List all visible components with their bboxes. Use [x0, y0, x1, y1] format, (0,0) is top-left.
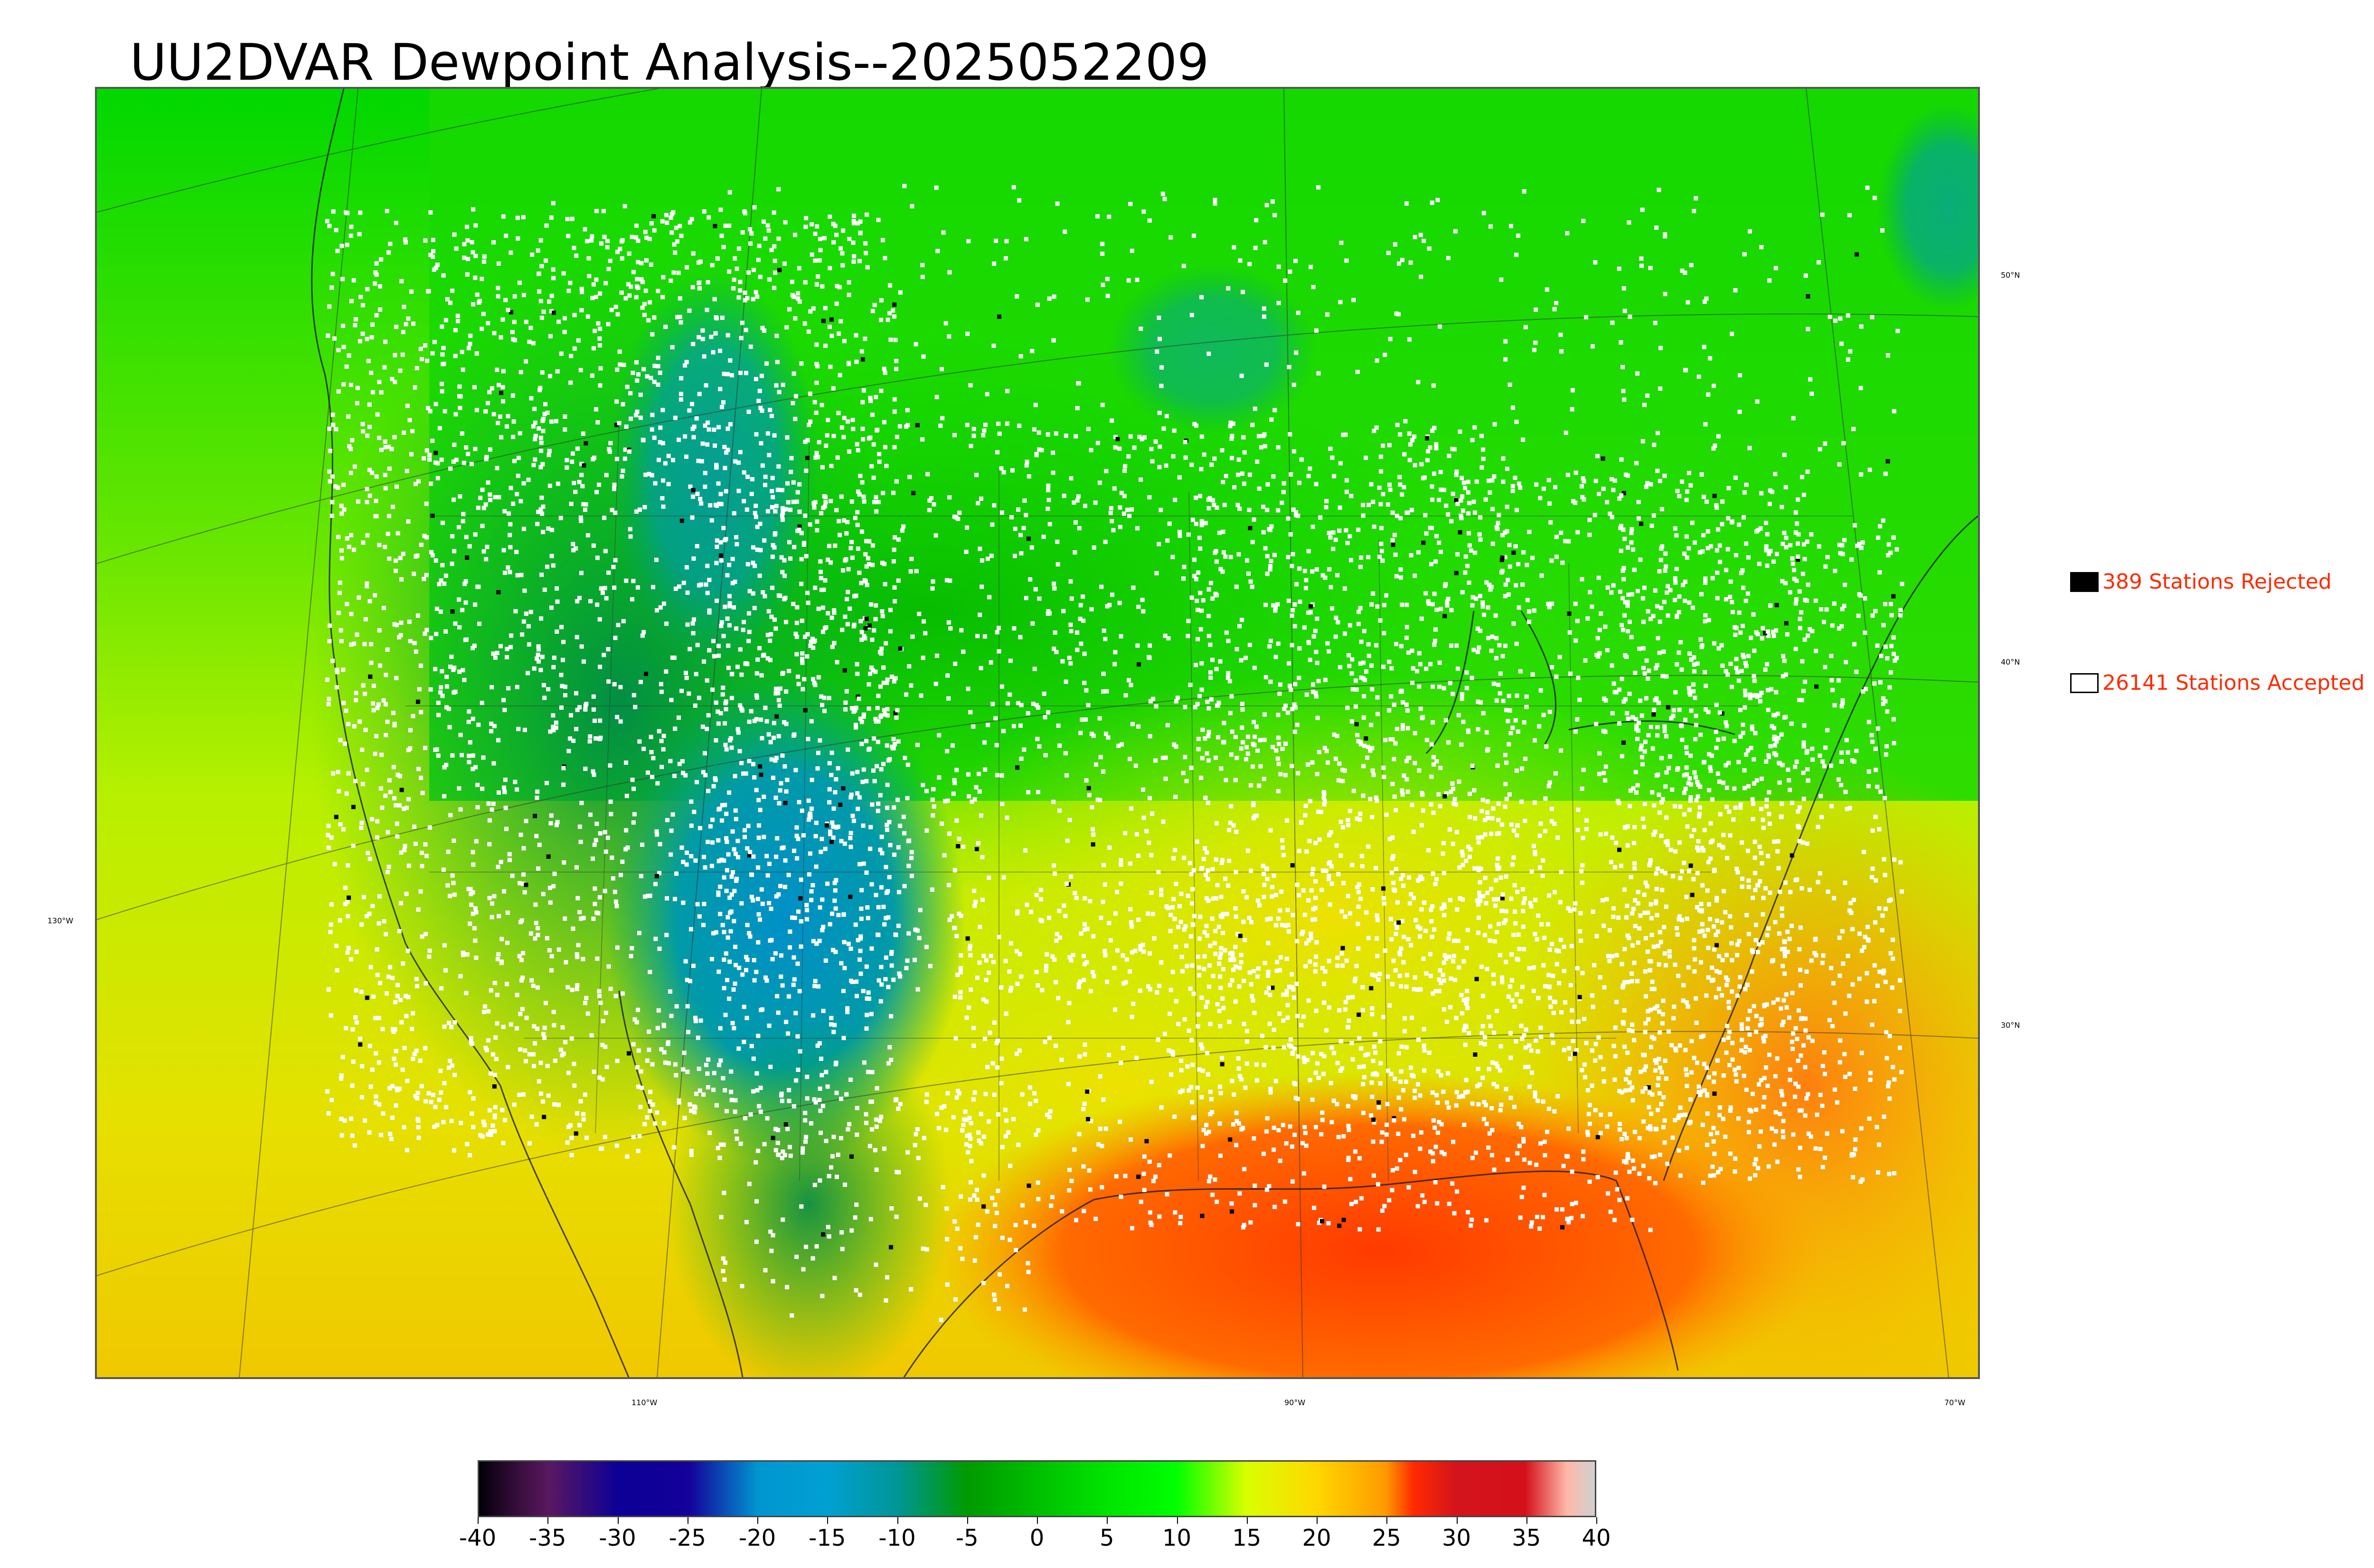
lon-label-90w: 90°W	[1284, 1398, 1306, 1407]
colorbar-tick-label: -20	[738, 1525, 776, 1551]
colorbar	[478, 1460, 1596, 1517]
colorbar-tick	[1246, 1517, 1248, 1524]
lon-label-70w: 70°W	[1944, 1398, 1966, 1407]
colorbar-tick-label: -40	[459, 1525, 497, 1551]
map-title: UU2DVAR Dewpoint Analysis--2025052209	[130, 33, 1209, 92]
colorbar-ticks: -40 -35 -30 -25 -20 -15 -10 -5 0 5 10 15 20 25 30 35 40	[459, 1517, 1611, 1555]
colorbar-tick-label: -15	[809, 1525, 846, 1551]
colorbar-tick	[757, 1517, 758, 1524]
colorbar-tick-label: 35	[1512, 1525, 1541, 1551]
colorbar-tick	[1386, 1517, 1388, 1524]
dewpoint-map	[95, 87, 1980, 1379]
lat-label-40n: 40°N	[2001, 657, 2020, 667]
colorbar-tick	[967, 1517, 968, 1524]
colorbar-tick-label: -30	[599, 1525, 636, 1551]
rejected-swatch	[2070, 572, 2099, 592]
lat-label-50n: 50°N	[2001, 271, 2020, 280]
legend-accepted: 26141 Stations Accepted	[2070, 671, 2365, 695]
dewpoint-field	[97, 89, 1978, 1377]
colorbar-tick-label: 5	[1099, 1525, 1114, 1551]
colorbar-tick-label: 10	[1162, 1525, 1192, 1551]
colorbar-tick	[1107, 1517, 1108, 1524]
coastline	[311, 89, 1978, 1377]
colorbar-tick-label: 20	[1302, 1525, 1331, 1551]
station-markers	[325, 184, 1904, 1322]
colorbar-tick-label: 25	[1372, 1525, 1401, 1551]
lon-label-130w: 130°W	[47, 916, 74, 925]
colorbar-tick	[617, 1517, 619, 1524]
colorbar-tick	[897, 1517, 898, 1524]
state-borders	[405, 421, 1854, 1181]
colorbar-tick	[1456, 1517, 1458, 1524]
legend-rejected: 389 Stations Rejected	[2070, 570, 2332, 594]
colorbar-tick	[1317, 1517, 1318, 1524]
accepted-label: 26141 Stations Accepted	[2102, 671, 2365, 695]
colorbar-tick-label: -25	[669, 1525, 706, 1551]
colorbar-tick	[1037, 1517, 1038, 1524]
lat-label-30n: 30°N	[2001, 1021, 2020, 1030]
colorbar-tick	[478, 1517, 479, 1524]
colorbar-tick-label: -5	[955, 1525, 979, 1551]
colorbar-tick	[827, 1517, 829, 1524]
graticule	[97, 89, 1978, 1377]
colorbar-tick	[1177, 1517, 1178, 1524]
accepted-swatch	[2070, 673, 2099, 693]
colorbar-tick-label: 0	[1029, 1525, 1045, 1551]
colorbar-tick-label: 40	[1582, 1525, 1611, 1551]
colorbar-tick-label: 15	[1232, 1525, 1262, 1551]
colorbar-tick	[1596, 1517, 1597, 1524]
colorbar-tick-label: -10	[878, 1525, 916, 1551]
colorbar-tick-label: 30	[1441, 1525, 1471, 1551]
colorbar-tick	[547, 1517, 549, 1524]
rejected-label: 389 Stations Rejected	[2102, 570, 2332, 594]
colorbar-tick-label: -35	[529, 1525, 566, 1551]
lon-label-110w: 110°W	[631, 1398, 658, 1407]
colorbar-tick	[1526, 1517, 1527, 1524]
